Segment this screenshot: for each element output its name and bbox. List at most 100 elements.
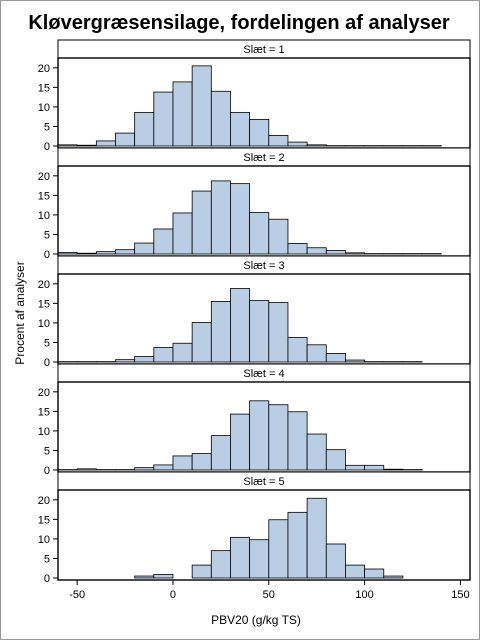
histogram-bar [250,213,269,254]
histogram-bar [192,565,211,578]
histogram-bar [288,337,307,362]
x-tick-label: 100 [355,589,373,601]
y-tick-label: 20 [38,387,50,399]
histogram-bar [307,498,326,578]
histogram-bar [288,243,307,254]
histogram-bar [77,145,96,146]
y-tick-label: 10 [38,318,50,330]
histogram-bar [154,574,173,578]
x-axis-label: PBV20 (g/kg TS) [211,613,301,627]
histogram-bar [173,82,192,146]
histogram-bar [135,576,154,578]
histogram-bar [77,469,96,470]
y-tick-label: 15 [38,406,50,418]
histogram-bar [77,253,96,254]
y-tick-label: 0 [44,573,50,585]
y-tick-label: 20 [38,279,50,291]
histogram-bar [326,544,345,578]
y-tick-label: 0 [44,357,50,369]
histogram-bar [345,565,364,578]
y-tick-label: 20 [38,171,50,183]
histogram-bar [345,360,364,362]
histogram-bar [307,145,326,146]
y-tick-label: 0 [44,249,50,261]
histogram-bar [135,243,154,254]
y-tick-label: 10 [38,102,50,114]
y-tick-label: 15 [38,514,50,526]
histogram-bar [154,348,173,362]
histogram-bar [211,181,230,254]
histogram-bar [192,454,211,470]
histogram-bar [269,520,288,578]
histogram-bar [211,301,230,362]
histogram-bar [173,456,192,470]
y-tick-label: 5 [44,229,50,241]
y-tick-label: 10 [38,426,50,438]
histogram-bar [154,465,173,470]
x-tick-label: -50 [69,589,85,601]
histogram-bar [250,119,269,146]
histogram-bar [269,405,288,470]
histogram-bar [288,512,307,578]
histogram-bar [192,66,211,146]
histogram-bar [345,253,364,254]
histogram-bar [192,191,211,254]
histogram-bar [115,360,134,362]
histogram-bar [230,112,249,146]
histogram-bar [211,551,230,578]
histogram-bar [115,250,134,254]
y-tick-label: 10 [38,534,50,546]
histogram-bar [230,289,249,362]
y-tick-label: 15 [38,190,50,202]
histogram-bar [384,576,403,578]
histogram-bar [173,213,192,254]
histogram-bar [192,323,211,362]
histogram-bar [230,537,249,578]
panel-1: Slæt = 1 0 5 10 15 20 [38,40,470,153]
histogram-bar [269,135,288,146]
histogram-bar [326,250,345,254]
panel-strip-label: Slæt = 2 [243,152,284,164]
histogram-bar [326,353,345,362]
histogram-bar [96,252,115,254]
y-tick-label: 5 [44,553,50,565]
panel-2: Slæt = 2 0 5 10 15 20 [38,148,470,261]
histogram-bar [211,436,230,470]
y-tick-label: 0 [44,141,50,153]
histogram-bar [135,112,154,146]
y-tick-label: 10 [38,210,50,222]
y-tick-label: 5 [44,121,50,133]
y-tick-label: 0 [44,465,50,477]
y-tick-label: 20 [38,63,50,75]
histogram-bar [230,414,249,470]
histogram-bar [58,252,77,254]
histogram-bar [211,91,230,146]
x-tick-label: 150 [451,589,469,601]
panel-strip-label: Slæt = 4 [243,368,284,380]
histogram-bar [173,343,192,362]
panel-strip-label: Slæt = 1 [243,44,284,56]
histogram-bar [269,219,288,254]
y-tick-label: 5 [44,337,50,349]
histogram-bar [345,465,364,470]
histogram-bar [135,357,154,362]
histogram-bar [307,248,326,254]
histogram-bar [326,450,345,470]
y-tick-label: 15 [38,82,50,94]
histogram-bar [96,141,115,146]
histogram-bar [384,469,403,470]
histogram-bar [250,301,269,362]
histogram-bar [365,569,384,578]
histogram-bar [307,434,326,470]
histogram-bar [250,401,269,470]
histogram-bar [135,468,154,470]
histogram-bar [307,345,326,362]
histogram-bar [250,540,269,578]
y-axis-label: Procent af analyser [13,261,27,364]
y-tick-label: 15 [38,298,50,310]
